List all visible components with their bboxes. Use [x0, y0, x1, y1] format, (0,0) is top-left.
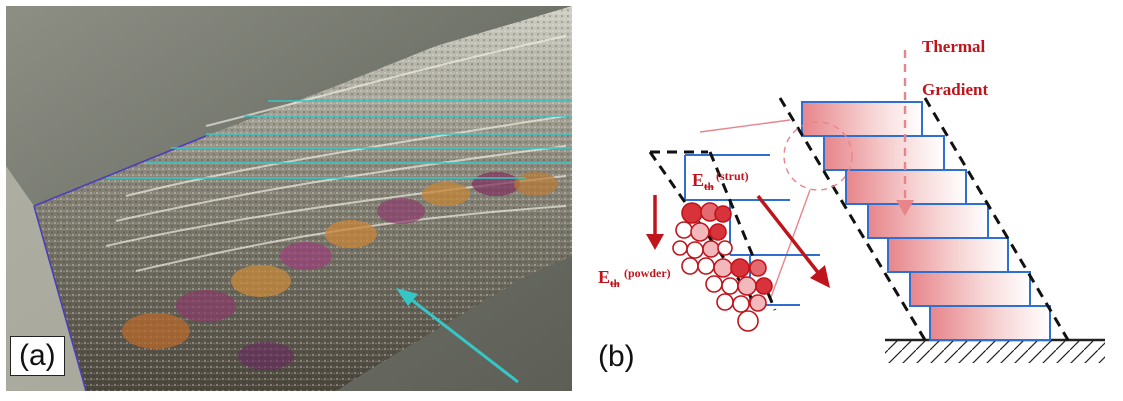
micrograph-photo [6, 6, 572, 391]
powder-particles [672, 202, 773, 332]
panel-label-b: (b) [598, 340, 635, 373]
plate-edge [6, 166, 86, 391]
schematic-panel: Thermal Gradient E th (strut) E th (powd… [580, 0, 1123, 396]
strut-texture [34, 6, 572, 391]
eth-powder-main: E [598, 267, 610, 287]
powder-arrow [646, 195, 664, 250]
eth-powder-sub: th [610, 278, 620, 290]
thermal-gradient-label-line2: Gradient [922, 80, 988, 99]
strut-outline-left [33, 205, 87, 391]
eth-strut-main: E [692, 170, 704, 190]
schematic-svg: Thermal Gradient E th (strut) E th (powd… [598, 37, 1105, 363]
layer-lines [106, 100, 572, 179]
eth-powder-sup: (powder) [624, 266, 671, 280]
thermal-gradient-arrow [896, 50, 914, 216]
eth-strut-sub: th [704, 181, 714, 193]
strut-arrow [756, 194, 830, 288]
build-plate [885, 338, 1105, 363]
zoom-connectors [699, 119, 853, 301]
strut-dashed-edges [778, 97, 1070, 341]
panel-label-a: (a) [10, 336, 65, 376]
thermal-gradient-label-line1: Thermal [922, 37, 986, 56]
eth-strut-sup: (strut) [716, 169, 749, 183]
strut-layers [801, 101, 1051, 341]
micrograph-svg [6, 6, 572, 391]
cyan-arrow [396, 288, 519, 384]
